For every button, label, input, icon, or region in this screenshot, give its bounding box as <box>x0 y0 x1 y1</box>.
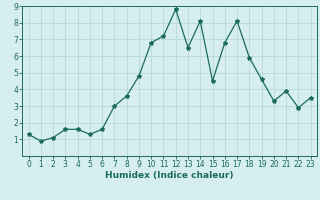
X-axis label: Humidex (Indice chaleur): Humidex (Indice chaleur) <box>105 171 234 180</box>
